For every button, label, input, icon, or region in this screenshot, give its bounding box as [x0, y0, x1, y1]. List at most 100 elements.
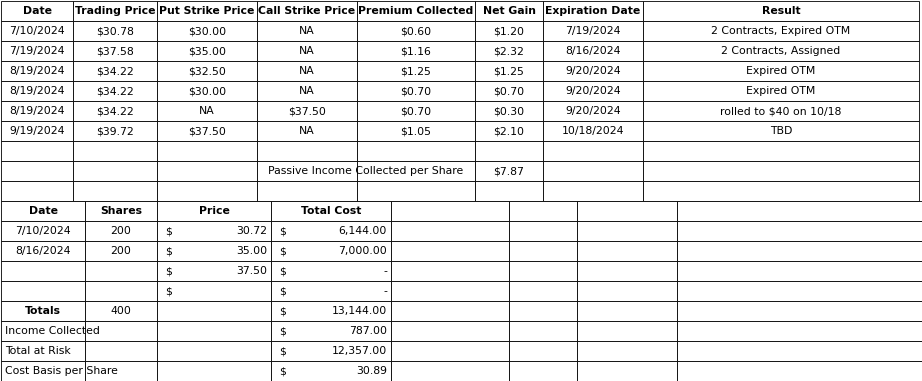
Text: $: $ — [279, 246, 286, 256]
Text: $: $ — [165, 246, 171, 256]
Bar — [543, 41, 643, 61]
Text: 13,144.00: 13,144.00 — [332, 306, 387, 316]
Bar — [271, 301, 391, 321]
Bar — [257, 41, 357, 61]
Bar — [85, 361, 157, 381]
Bar — [509, 221, 577, 241]
Bar — [1, 61, 73, 81]
Text: 9/19/2024: 9/19/2024 — [9, 126, 65, 136]
Bar — [157, 221, 271, 241]
Bar — [677, 341, 922, 361]
Bar — [391, 241, 509, 261]
Text: 8/19/2024: 8/19/2024 — [9, 66, 65, 76]
Bar — [643, 161, 919, 181]
Bar — [357, 81, 475, 101]
Bar — [357, 21, 475, 41]
Bar — [643, 141, 919, 161]
Bar — [475, 101, 543, 121]
Bar — [1, 321, 85, 341]
Bar — [73, 121, 157, 141]
Text: 37.50: 37.50 — [236, 266, 267, 276]
Bar — [157, 361, 271, 381]
Bar — [391, 201, 509, 221]
Bar — [509, 201, 577, 221]
Bar — [475, 81, 543, 101]
Bar — [1, 81, 73, 101]
Text: $: $ — [279, 366, 286, 376]
Text: Total Cost: Total Cost — [301, 206, 361, 216]
Text: NA: NA — [299, 66, 315, 76]
Bar — [543, 101, 643, 121]
Text: Shares: Shares — [100, 206, 142, 216]
Bar — [73, 61, 157, 81]
Text: 7/10/2024: 7/10/2024 — [15, 226, 71, 236]
Bar — [391, 341, 509, 361]
Bar — [257, 141, 357, 161]
Text: $0.70: $0.70 — [400, 86, 431, 96]
Bar — [643, 61, 919, 81]
Bar — [543, 121, 643, 141]
Bar — [1, 241, 85, 261]
Bar — [543, 81, 643, 101]
Bar — [73, 161, 157, 181]
Bar — [509, 361, 577, 381]
Bar — [475, 141, 543, 161]
Bar — [257, 61, 357, 81]
Bar — [391, 321, 509, 341]
Text: $: $ — [165, 226, 171, 236]
Text: 7,000.00: 7,000.00 — [338, 246, 387, 256]
Text: $0.30: $0.30 — [493, 106, 525, 116]
Bar — [157, 161, 257, 181]
Text: $: $ — [279, 306, 286, 316]
Bar — [643, 21, 919, 41]
Bar — [271, 341, 391, 361]
Text: 8/19/2024: 8/19/2024 — [9, 86, 65, 96]
Text: $1.05: $1.05 — [400, 126, 431, 136]
Bar — [85, 321, 157, 341]
Bar — [271, 321, 391, 341]
Text: 8/19/2024: 8/19/2024 — [9, 106, 65, 116]
Bar — [73, 81, 157, 101]
Bar — [509, 281, 577, 301]
Bar — [157, 61, 257, 81]
Bar — [85, 301, 157, 321]
Bar — [643, 121, 919, 141]
Bar — [677, 221, 922, 241]
Bar — [543, 1, 643, 21]
Text: $: $ — [279, 326, 286, 336]
Bar — [1, 341, 85, 361]
Bar — [271, 221, 391, 241]
Bar — [257, 21, 357, 41]
Bar — [257, 1, 357, 21]
Text: $1.25: $1.25 — [493, 66, 525, 76]
Text: $2.10: $2.10 — [493, 126, 525, 136]
Text: $37.50: $37.50 — [188, 126, 226, 136]
Bar — [85, 221, 157, 241]
Bar — [1, 221, 85, 241]
Text: Trading Price: Trading Price — [75, 6, 155, 16]
Bar — [157, 101, 257, 121]
Bar — [1, 121, 73, 141]
Text: rolled to $40 on 10/18: rolled to $40 on 10/18 — [720, 106, 842, 116]
Text: $0.70: $0.70 — [493, 86, 525, 96]
Bar — [391, 361, 509, 381]
Text: -: - — [384, 266, 387, 276]
Bar — [157, 1, 257, 21]
Text: 30.89: 30.89 — [356, 366, 387, 376]
Bar — [257, 161, 357, 181]
Bar — [391, 301, 509, 321]
Text: 9/20/2024: 9/20/2024 — [565, 106, 621, 116]
Text: NA: NA — [299, 46, 315, 56]
Bar — [577, 241, 677, 261]
Bar — [1, 361, 85, 381]
Bar — [475, 121, 543, 141]
Text: Cost Basis per Share: Cost Basis per Share — [5, 366, 118, 376]
Bar — [643, 181, 919, 201]
Bar — [85, 281, 157, 301]
Bar — [1, 261, 85, 281]
Bar — [643, 41, 919, 61]
Text: 35.00: 35.00 — [236, 246, 267, 256]
Bar — [1, 281, 85, 301]
Text: 9/20/2024: 9/20/2024 — [565, 66, 621, 76]
Text: $7.87: $7.87 — [493, 166, 525, 176]
